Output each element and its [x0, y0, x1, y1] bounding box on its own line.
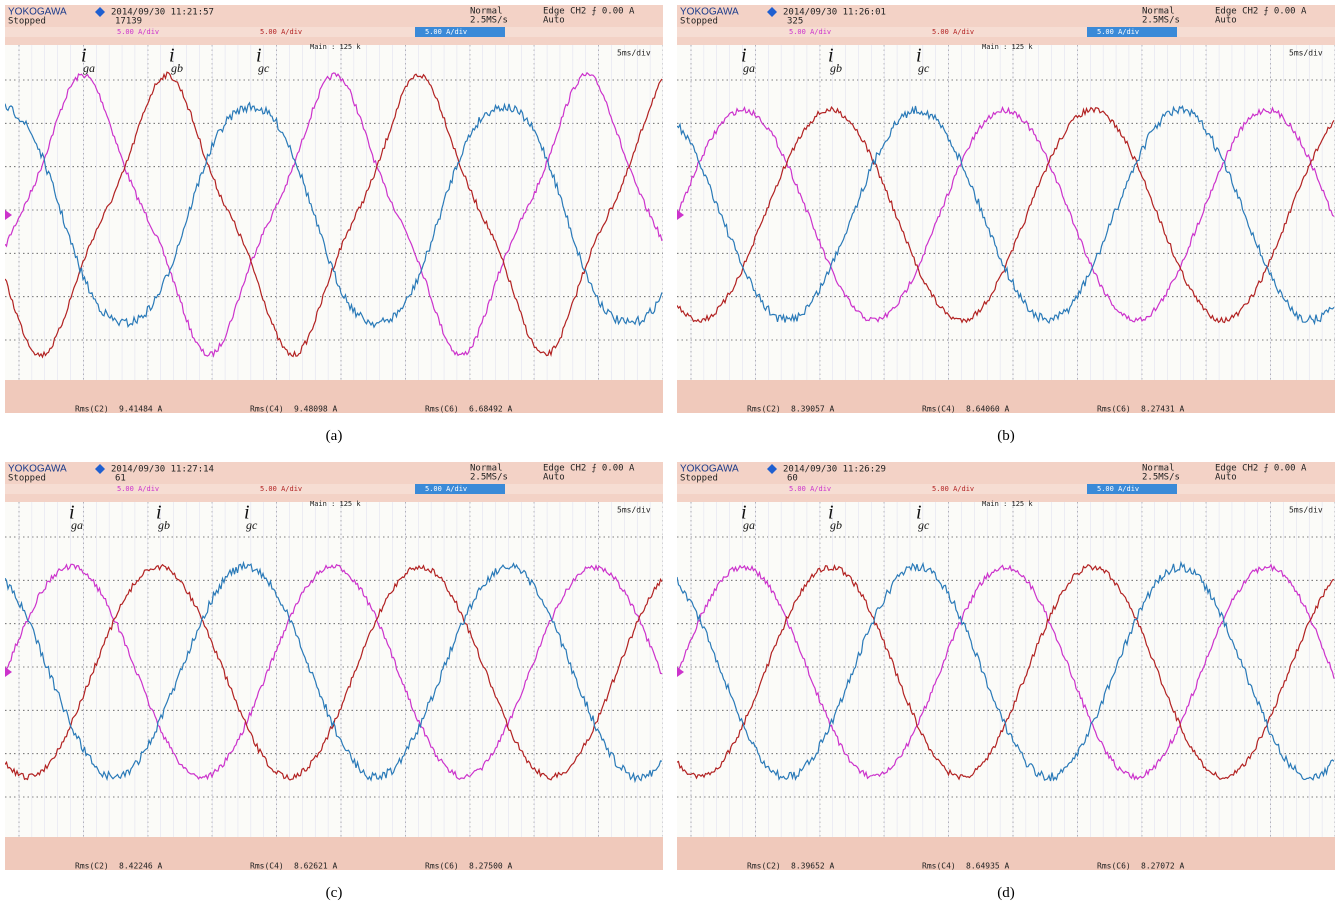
- phase-label-sub: gc: [918, 61, 930, 75]
- main: Main : 125 k: [310, 43, 361, 51]
- rms-label: Rms(C6): [1097, 405, 1131, 414]
- channels.2: 5.00 A/div: [425, 28, 467, 36]
- rms-label: Rms(C2): [747, 862, 781, 871]
- rms-label: Rms(C6): [425, 405, 459, 414]
- status: Stopped: [8, 474, 46, 484]
- rms-value: 8.64060 A: [966, 405, 1010, 414]
- rms-value: 8.42246 A: [119, 862, 163, 871]
- channels.0: 5.00 A/div: [117, 28, 159, 36]
- scope-screen: YOKOGAWA2014/09/30 11:26:01Stopped325Nor…: [677, 5, 1335, 413]
- channels.2: 5.00 A/div: [1097, 485, 1139, 493]
- timebase: 5ms/div: [1289, 49, 1323, 58]
- trigger-mode: Auto: [543, 16, 565, 26]
- channels.0: 5.00 A/div: [789, 485, 831, 493]
- rms-label: Rms(C4): [922, 862, 956, 871]
- rms-value: 8.39057 A: [791, 405, 835, 414]
- rate: 2.5MS/s: [1142, 16, 1180, 26]
- rms-value: 8.27500 A: [469, 862, 513, 871]
- rms-value: 8.27431 A: [1141, 405, 1185, 414]
- phase-label-sub: gc: [918, 518, 930, 532]
- rms-label: Rms(C4): [250, 405, 284, 414]
- rms-value: 8.62621 A: [294, 862, 338, 871]
- rms-label: Rms(C4): [922, 405, 956, 414]
- channel-row: [677, 27, 1335, 37]
- rms-label: Rms(C2): [75, 405, 109, 414]
- timebase: 5ms/div: [617, 506, 651, 515]
- rate: 2.5MS/s: [470, 16, 508, 26]
- datetime: 2014/09/30 11:26:29: [783, 465, 886, 475]
- rate: 2.5MS/s: [1142, 473, 1180, 483]
- figure: YOKOGAWA2014/09/30 11:21:57Stopped17139N…: [0, 0, 1343, 908]
- rms-value: 6.68492 A: [469, 405, 513, 414]
- channels.0: 5.00 A/div: [117, 485, 159, 493]
- rms-label: Rms(C6): [1097, 862, 1131, 871]
- phase-label-sub: gb: [158, 518, 170, 532]
- main: Main : 125 k: [310, 500, 361, 508]
- channels.2: 5.00 A/div: [425, 485, 467, 493]
- channel-row: [5, 27, 663, 37]
- channel-row: [677, 484, 1335, 494]
- rms-value: 9.48098 A: [294, 405, 338, 414]
- timebase: 5ms/div: [617, 49, 651, 58]
- phase-label-sub: gb: [830, 61, 842, 75]
- trigger-mode: Auto: [1215, 16, 1237, 26]
- channels.1: 5.00 A/div: [260, 485, 302, 493]
- count: 325: [787, 17, 803, 27]
- trigger-mode: Auto: [1215, 473, 1237, 483]
- channels.0: 5.00 A/div: [789, 28, 831, 36]
- scope-screen: YOKOGAWA2014/09/30 11:26:29Stopped60Norm…: [677, 462, 1335, 870]
- rms-value: 8.27072 A: [1141, 862, 1185, 871]
- status: Stopped: [8, 17, 46, 27]
- status: Stopped: [680, 474, 718, 484]
- trigger-mode: Auto: [543, 473, 565, 483]
- phase-label-sub: ga: [743, 61, 755, 75]
- rms-value: 8.64935 A: [966, 862, 1010, 871]
- rate: 2.5MS/s: [470, 473, 508, 483]
- status: Stopped: [680, 17, 718, 27]
- plot-area: [677, 45, 1335, 380]
- panel-caption: (c): [304, 885, 364, 902]
- phase-label-sub: gb: [830, 518, 842, 532]
- rms-label: Rms(C6): [425, 862, 459, 871]
- phase-label-sub: gc: [246, 518, 258, 532]
- rms-label: Rms(C4): [250, 862, 284, 871]
- phase-label-sub: gb: [171, 61, 183, 75]
- count: 60: [787, 474, 798, 484]
- plot-area: [677, 502, 1335, 837]
- timebase: 5ms/div: [1289, 506, 1323, 515]
- rms-label: Rms(C2): [747, 405, 781, 414]
- count: 17139: [115, 17, 142, 27]
- main: Main : 125 k: [982, 43, 1033, 51]
- panel-caption: (b): [976, 428, 1036, 445]
- scope-screen: YOKOGAWA2014/09/30 11:21:57Stopped17139N…: [5, 5, 663, 413]
- channels.1: 5.00 A/div: [260, 28, 302, 36]
- rms-label: Rms(C2): [75, 862, 109, 871]
- phase-label-sub: ga: [71, 518, 83, 532]
- phase-label-sub: ga: [83, 61, 95, 75]
- rms-value: 8.39652 A: [791, 862, 835, 871]
- main: Main : 125 k: [982, 500, 1033, 508]
- count: 61: [115, 474, 126, 484]
- phase-label-sub: ga: [743, 518, 755, 532]
- rms-value: 9.41484 A: [119, 405, 163, 414]
- plot-area: [5, 502, 663, 837]
- channels.1: 5.00 A/div: [932, 28, 974, 36]
- panel-caption: (a): [304, 428, 364, 445]
- channel-row: [5, 484, 663, 494]
- channels.2: 5.00 A/div: [1097, 28, 1139, 36]
- panel-caption: (d): [976, 885, 1036, 902]
- datetime: 2014/09/30 11:27:14: [111, 465, 214, 475]
- phase-label-sub: gc: [258, 61, 270, 75]
- channels.1: 5.00 A/div: [932, 485, 974, 493]
